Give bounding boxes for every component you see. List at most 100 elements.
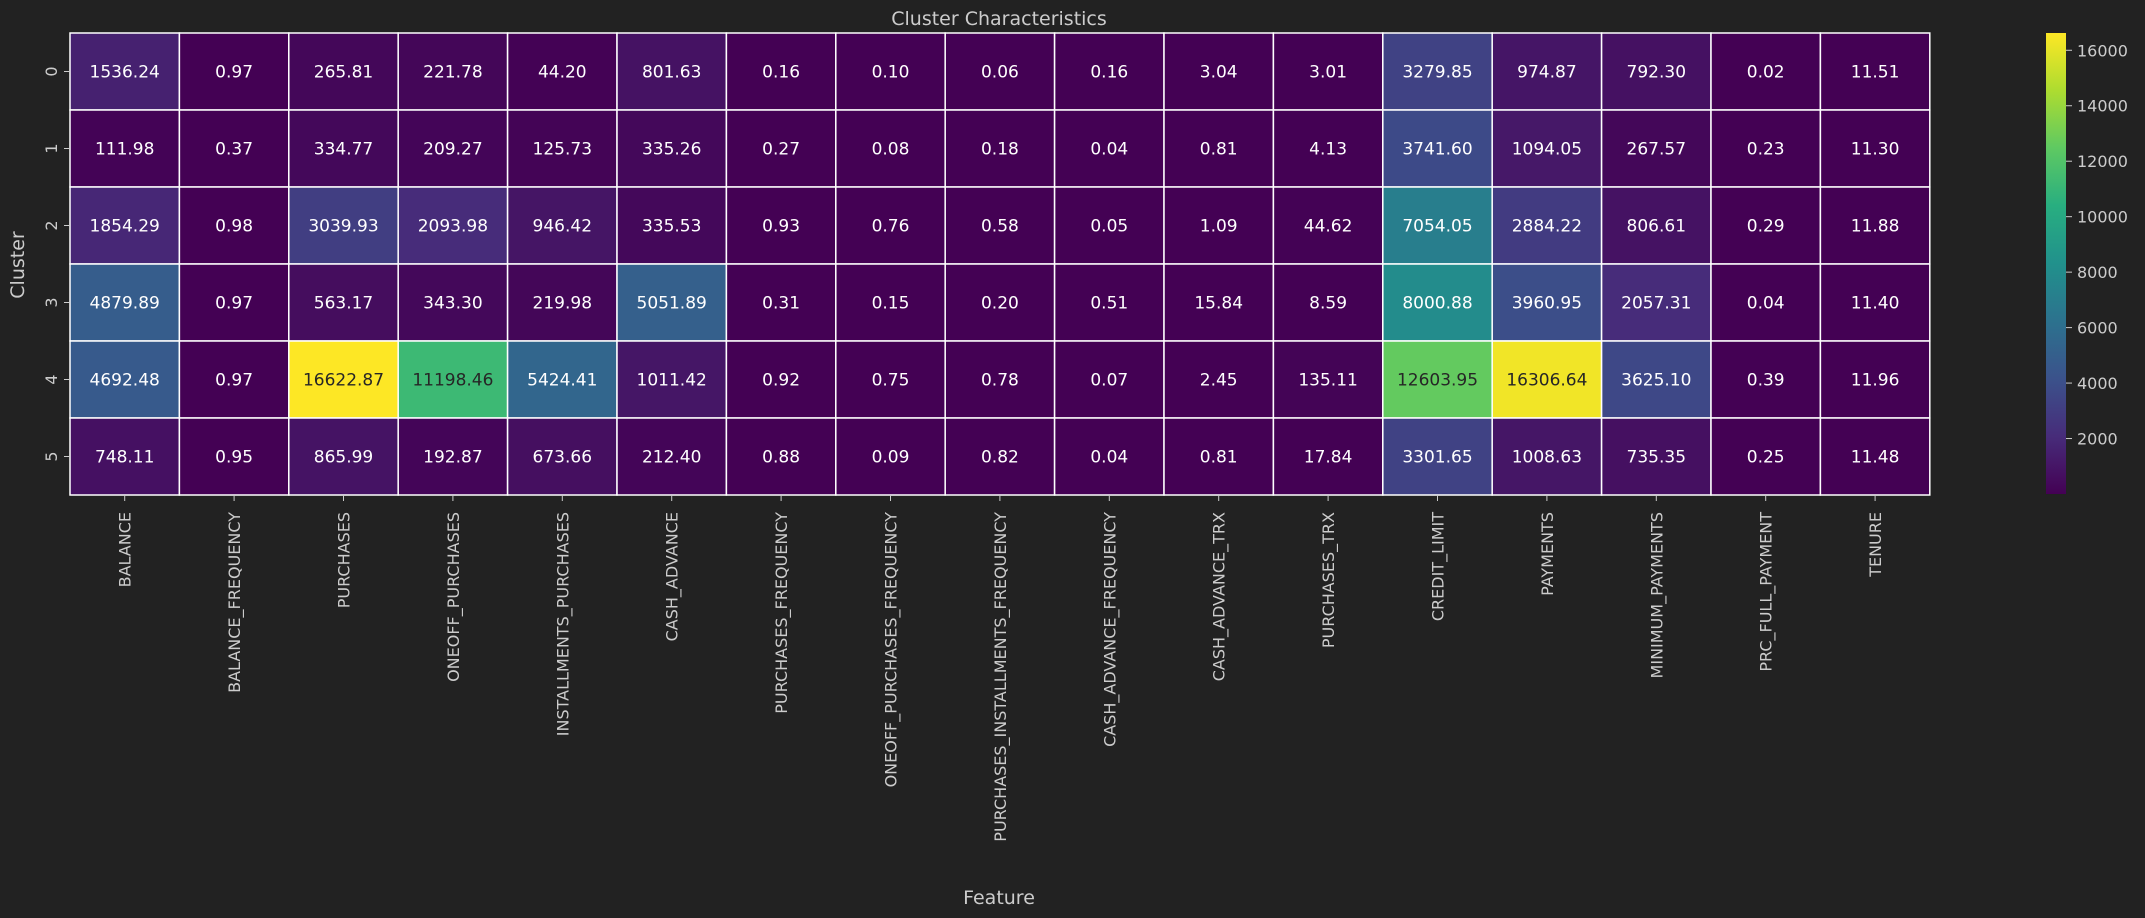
x-tick-label: INSTALLMENTS_PURCHASES — [553, 512, 573, 736]
x-tick-label: BALANCE — [116, 512, 135, 587]
x-tick-label: CASH_ADVANCE_FREQUENCY — [1100, 512, 1120, 747]
cell-value-label: 3.04 — [1200, 63, 1238, 83]
heatmap-cell — [506, 186, 618, 265]
heatmap-cell — [1163, 109, 1275, 188]
cell-value-label: 946.42 — [533, 217, 592, 237]
heatmap-cell — [397, 340, 509, 419]
cell-value-label: 3741.60 — [1402, 140, 1472, 160]
cell-value-label: 3279.85 — [1402, 63, 1472, 83]
colorbar-tick-label: 10000 — [2077, 208, 2128, 227]
cell-value-label: 3625.10 — [1621, 371, 1691, 391]
cell-value-label: 8000.88 — [1402, 294, 1472, 314]
cell-value-label: 1094.05 — [1512, 140, 1582, 160]
cell-value-label: 0.75 — [872, 371, 910, 391]
cell-value-label: 0.25 — [1747, 448, 1785, 468]
cell-value-label: 125.73 — [533, 140, 592, 160]
cell-value-label: 0.16 — [762, 63, 800, 83]
heatmap-cell — [616, 32, 728, 111]
y-tick-label: 0 — [42, 66, 61, 76]
cell-value-label: 748.11 — [95, 448, 154, 468]
cell-value-label: 0.93 — [762, 217, 800, 237]
y-axis-ticks: 0 1 2 3 4 5 — [42, 66, 70, 462]
heatmap-cells — [69, 32, 1931, 496]
heatmap-cell — [835, 340, 946, 419]
cell-value-label: 0.05 — [1090, 217, 1128, 237]
heatmap-cell — [1272, 109, 1384, 188]
cell-value-label: 0.51 — [1090, 294, 1128, 314]
chart-title: Cluster Characteristics — [891, 8, 1107, 30]
cell-value-label: 16306.64 — [1506, 371, 1587, 391]
heatmap-cell — [178, 186, 290, 265]
heatmap-cell — [1053, 417, 1165, 496]
y-tick-label: 3 — [42, 297, 61, 307]
cell-value-label: 265.81 — [314, 63, 373, 83]
y-axis-label: Cluster — [7, 231, 29, 299]
heatmap-cell — [1819, 32, 1931, 111]
cell-value-label: 11198.46 — [412, 371, 493, 391]
heatmap-cell — [1710, 340, 1822, 419]
cell-value-label: 0.09 — [872, 448, 910, 468]
cell-value-label: 135.11 — [1298, 371, 1357, 391]
x-tick-label: PURCHASES — [335, 512, 354, 608]
heatmap-cell — [1600, 263, 1712, 342]
heatmap-cell — [616, 340, 728, 419]
heatmap-cell — [944, 186, 1056, 265]
cell-value-label: 335.26 — [642, 140, 701, 160]
heatmap-cell — [178, 417, 290, 496]
heatmap-cell — [1819, 186, 1931, 265]
cell-value-label: 11.96 — [1851, 371, 1900, 391]
cell-value-label: 11.40 — [1851, 294, 1900, 314]
heatmap-cell — [1600, 186, 1712, 265]
cell-value-label: 4.13 — [1309, 140, 1347, 160]
cell-value-label: 11.51 — [1851, 63, 1900, 83]
heatmap-cell — [1600, 417, 1712, 496]
x-tick-label: PAYMENTS — [1538, 512, 1557, 596]
heatmap-cell — [1382, 340, 1493, 419]
heatmap-cell — [835, 186, 946, 265]
heatmap-cell — [1163, 340, 1275, 419]
heatmap-cell — [178, 263, 290, 342]
cell-value-label: 111.98 — [95, 140, 154, 160]
cell-value-label: 0.06 — [981, 63, 1019, 83]
cell-value-label: 0.58 — [981, 217, 1019, 237]
cell-value-label: 0.29 — [1747, 217, 1785, 237]
x-tick-label: MINIMUM_PAYMENTS — [1647, 512, 1667, 678]
cell-value-label: 334.77 — [314, 140, 373, 160]
cell-value-label: 0.76 — [872, 217, 910, 237]
heatmap-cell — [944, 417, 1056, 496]
heatmap-cell — [288, 186, 399, 265]
x-tick-label: CASH_ADVANCE_TRX — [1210, 512, 1230, 681]
cell-value-label: 2.45 — [1200, 371, 1238, 391]
heatmap-cell — [1272, 417, 1384, 496]
heatmap-cell — [1053, 263, 1165, 342]
cell-value-label: 0.31 — [762, 294, 800, 314]
cell-value-label: 0.97 — [215, 294, 253, 314]
heatmap-cell — [1382, 263, 1493, 342]
cell-value-label: 0.98 — [215, 217, 253, 237]
heatmap-cell — [178, 340, 290, 419]
cell-value-label: 2057.31 — [1621, 294, 1691, 314]
colorbar-tick-label: 6000 — [2077, 319, 2118, 338]
x-tick-label: BALANCE_FREQUENCY — [225, 512, 245, 693]
cell-value-label: 0.27 — [762, 140, 800, 160]
colorbar-tick-label: 4000 — [2077, 374, 2118, 393]
heatmap-cell — [616, 186, 728, 265]
cell-value-label: 806.61 — [1627, 217, 1686, 237]
cell-value-label: 1854.29 — [90, 217, 160, 237]
heatmap-cell — [1600, 340, 1712, 419]
cell-value-label: 3039.93 — [308, 217, 378, 237]
cell-value-label: 0.10 — [872, 63, 910, 83]
heatmap-cell — [506, 263, 618, 342]
heatmap-cell — [835, 263, 946, 342]
cell-value-label: 2093.98 — [418, 217, 488, 237]
cell-value-label: 219.98 — [533, 294, 592, 314]
y-tick-label: 4 — [42, 374, 61, 384]
heatmap-cell — [1382, 417, 1493, 496]
cell-value-label: 0.04 — [1090, 448, 1128, 468]
x-tick-label: ONEOFF_PURCHASES — [444, 512, 464, 682]
cell-value-label: 792.30 — [1627, 63, 1686, 83]
cell-value-label: 0.16 — [1090, 63, 1128, 83]
x-tick-label: PURCHASES_INSTALLMENTS_FREQUENCY — [991, 512, 1011, 842]
cell-value-label: 0.15 — [872, 294, 910, 314]
